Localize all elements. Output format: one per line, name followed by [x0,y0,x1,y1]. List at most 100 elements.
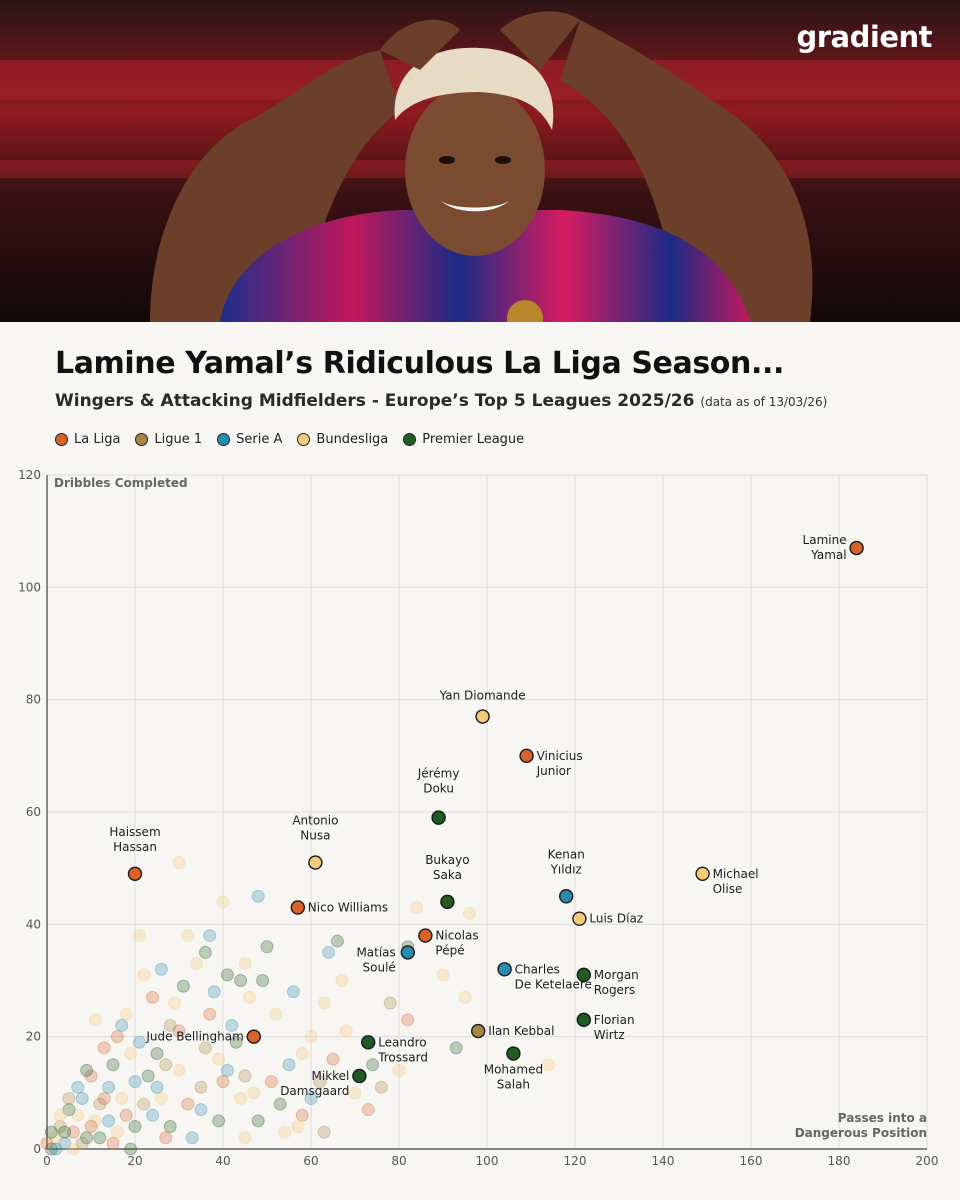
background-player-point [264,1075,278,1089]
background-player-point [194,1103,208,1117]
player-label-florian-wirtz: Florian Wirtz [594,1013,635,1042]
chart-subtitle-text: Wingers & Attacking Midfielders - Europe… [55,391,695,411]
player-point-haissem-hassan [127,866,143,881]
legend-item-ligue-1: Ligue 1 [135,432,202,447]
background-player-point [256,974,270,987]
legend-swatch [403,433,417,446]
background-player-point [163,1120,177,1134]
background-player-point [84,1069,98,1083]
background-player-point [238,1131,252,1145]
background-player-point [110,1030,124,1044]
background-player-point [141,1069,155,1083]
x-tick-label: 60 [303,1154,318,1168]
player-label-nicolas-p-p-: Nicolas Pépé [435,929,478,958]
background-player-point [392,1063,406,1077]
scatter-chart: 0 20 40 60 80 100 120 140 160 180 200 0 20 40 60 80 100 1… [18,468,938,1168]
background-player-point [62,1091,76,1105]
player-label-luis-d-az: Luis Díaz [589,912,643,926]
background-player-point [119,1007,133,1021]
background-player-point [317,1125,331,1139]
legend-swatch [55,433,68,446]
background-player-point [234,1091,248,1105]
background-player-point [295,1108,309,1122]
background-player-point [168,996,182,1010]
legend: La Liga Ligue 1 Serie A Bundesliga Premier L… [55,432,524,447]
player-label-charles-de-ketelaere: Charles De Ketelaere [515,962,592,991]
player-point-florian-wirtz [576,1012,591,1028]
player-label-jude-bellingham: Jude Bellingham [145,1030,243,1044]
background-player-point [238,1069,252,1083]
background-player-point [238,957,252,971]
background-player-point [102,1114,116,1128]
player-label-haissem-hassan: Haissem Hassan [109,825,160,854]
background-player-point [146,990,160,1004]
x-tick-label: 100 [476,1154,499,1168]
legend-label: Serie A [236,432,283,447]
background-player-point [53,1120,67,1134]
background-player-point [220,1063,234,1077]
background-player-point [190,957,204,971]
brand-logo: gradient [796,20,932,54]
background-player-point [132,929,146,943]
background-player-point [269,1007,283,1021]
background-player-point [207,985,221,999]
background-player-point [212,1114,226,1128]
player-point-jude-bellingham [246,1029,262,1044]
background-player-point [234,974,248,987]
background-player-point [176,979,190,993]
y-tick-label: 120 [18,468,41,482]
background-player-point [291,1120,305,1134]
background-player-point [260,940,274,954]
legend-swatch [135,433,149,446]
header-photo: gradient [0,0,960,322]
y-axis-label: Dribbles Completed [54,476,188,490]
background-player-point [124,1142,138,1156]
player-point-yan-diomande [475,709,490,724]
player-point-antonio-nusa [308,855,323,870]
background-player-point [128,1075,142,1089]
background-player-point [383,996,397,1010]
background-player-point [295,1047,309,1061]
player-photo-illustration [0,0,960,322]
player-label-lamine-yamal: Lamine Yamal [803,533,847,562]
background-player-point [124,1047,138,1061]
background-player-point [88,1114,102,1128]
background-player-point [449,1041,463,1055]
x-tick-label: 0 [43,1154,51,1168]
background-player-point [159,1131,173,1145]
legend-item-la-liga: La Liga [55,432,120,447]
background-player-point [102,1080,116,1094]
background-player-point [225,1018,239,1032]
player-point-luis-d-az [572,911,587,926]
player-label-leandro-trossard: Leandro Trossard [377,1035,428,1064]
chart-title: Lamine Yamal’s Ridiculous La Liga Season… [55,346,784,381]
background-player-point [339,1024,353,1038]
background-player-point [216,1075,230,1089]
legend-item-serie-a: Serie A [217,432,282,447]
background-player-point [159,1058,173,1072]
background-player-point [97,1041,111,1055]
background-player-point [410,900,424,914]
background-player-point [322,945,336,959]
background-player-point [75,1136,89,1150]
legend-label: Premier League [422,432,525,447]
background-player-point [436,968,450,982]
y-tick-label: 20 [26,1030,41,1044]
player-label-vinicius-junior: Vinicius Junior [536,749,583,778]
background-player-point [44,1142,58,1156]
background-player-point [66,1125,80,1139]
legend-label: Ligue 1 [154,432,203,447]
legend-label: La Liga [74,432,121,447]
x-axis-label: Passes into a Dangerous Position [795,1111,927,1140]
background-player-point [458,990,472,1004]
legend-swatch [297,433,311,446]
x-tick-label: 120 [564,1154,587,1168]
background-player-point [181,1097,195,1111]
background-player-point [84,1120,98,1134]
player-point-mat-as-soul- [400,945,415,960]
player-label-michael-olise: Michael Olise [713,867,759,896]
background-player-point [115,1018,129,1032]
y-tick-label: 0 [33,1142,41,1156]
background-player-point [53,1108,67,1122]
background-player-point [330,934,344,948]
